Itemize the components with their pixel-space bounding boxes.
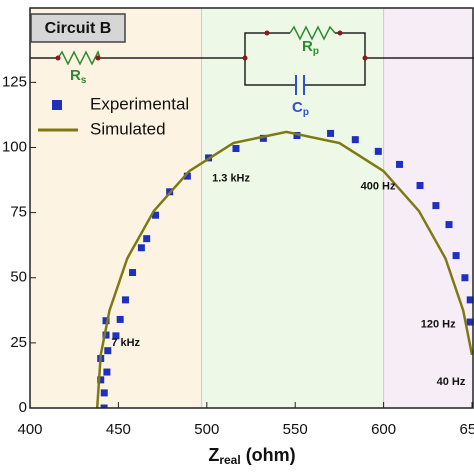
- data-point: [432, 202, 440, 210]
- data-point: [100, 404, 108, 408]
- legend-label: Simulated: [90, 119, 166, 138]
- label-main: Z: [208, 445, 219, 465]
- data-point: [416, 182, 424, 190]
- region: [30, 8, 202, 408]
- legend: Experimental Simulated: [38, 94, 189, 138]
- svg-text:Rp: Rp: [302, 38, 319, 57]
- data-point: [116, 315, 124, 323]
- plot-area: [95, 129, 474, 408]
- data-point: [327, 129, 335, 137]
- y-tick-label: 125: [2, 73, 27, 90]
- data-point: [129, 269, 137, 277]
- data-point: [137, 244, 145, 252]
- data-point: [259, 134, 267, 142]
- x-axis-label: Zreal (ohm): [208, 445, 295, 467]
- annotation: 1.3 kHz: [212, 173, 250, 185]
- data-point: [143, 235, 151, 243]
- circuit-label: Rp: [302, 38, 319, 57]
- annotation: 40 Hz: [437, 376, 466, 388]
- data-point: [183, 172, 191, 180]
- data-point: [452, 252, 460, 260]
- data-point: [396, 160, 404, 168]
- data-point: [152, 211, 160, 219]
- label-sub: real: [219, 453, 240, 467]
- data-point: [112, 332, 120, 340]
- data-point: [102, 331, 110, 339]
- x-tick-label: 500: [194, 421, 219, 438]
- resistor-rs: [57, 50, 101, 66]
- y-tick-label: 50: [10, 269, 27, 286]
- annotation: 7 kHz: [111, 337, 140, 349]
- svg-text:Cp: Cp: [292, 99, 309, 118]
- circuit-label: Cp: [292, 99, 309, 118]
- label-sub: p: [303, 107, 309, 118]
- simulated-line: [95, 130, 474, 408]
- data-point: [102, 317, 110, 325]
- data-point: [97, 376, 105, 384]
- x-tick-label: 550: [283, 421, 308, 438]
- region: [201, 8, 384, 408]
- region: [383, 8, 472, 408]
- title-box: [30, 13, 126, 43]
- legend-marker: [52, 100, 62, 110]
- annotation: 400 Hz: [361, 180, 396, 192]
- resistor-rp: [289, 25, 336, 41]
- data-point: [104, 347, 112, 355]
- label-main: R: [302, 38, 313, 55]
- data-point: [121, 296, 129, 304]
- data-point: [466, 318, 474, 326]
- y-tick-label: 0: [19, 399, 27, 416]
- label-main: C: [292, 99, 303, 116]
- y-tick-label: 100: [2, 138, 27, 155]
- x-tick-label: 400: [17, 421, 42, 438]
- data-point: [232, 145, 240, 153]
- regions: [30, 8, 472, 408]
- data-point: [374, 147, 382, 155]
- y-tick-label: 75: [10, 204, 27, 221]
- frame: [29, 7, 474, 409]
- y-tick-label: 25: [10, 334, 27, 351]
- chart-title: Circuit B: [45, 20, 112, 37]
- capacitor: [295, 75, 305, 95]
- data-point: [466, 296, 474, 304]
- x-tick-label: 650: [459, 421, 474, 438]
- label-unit: (ohm): [246, 445, 296, 465]
- data-point: [293, 131, 301, 139]
- data-point: [351, 136, 359, 144]
- data-point: [461, 274, 469, 282]
- circuit-label: Rs: [70, 67, 87, 86]
- label-sub: p: [313, 46, 319, 57]
- circuit: [30, 25, 474, 95]
- x-tick-label: 450: [106, 421, 131, 438]
- data-point: [445, 221, 453, 229]
- label-sub: s: [81, 75, 87, 86]
- label-main: R: [70, 67, 81, 84]
- data-point: [103, 368, 111, 376]
- svg-text:Rs: Rs: [70, 67, 87, 86]
- annotation: 120 Hz: [421, 319, 456, 331]
- nodes: [55, 30, 368, 61]
- legend-label: Experimental: [90, 94, 189, 113]
- wire: [244, 32, 366, 86]
- x-tick-label: 600: [371, 421, 396, 438]
- data-point: [100, 389, 108, 397]
